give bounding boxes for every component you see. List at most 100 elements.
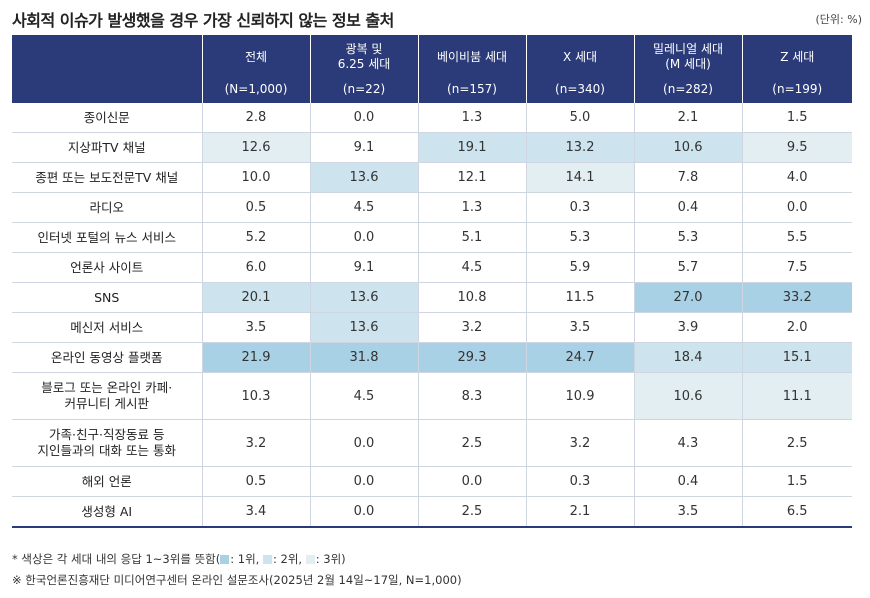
value-cell: 4.5 <box>309 192 418 223</box>
value-cell: 13.6 <box>309 312 418 343</box>
value-cell: 11.1 <box>741 372 852 420</box>
source-note: ※ 한국언론진흥재단 미디어연구센터 온라인 설문조사(2025년 2월 14일… <box>12 573 462 587</box>
value-cell: 5.3 <box>525 222 634 253</box>
table-row: 종편 또는 보도전문TV 채널 10.0 13.6 12.1 14.1 7.8 4.0 <box>12 162 852 193</box>
header-row: 전체 (N=1,000) 광복 및 6.25 세대 (n=22) 베이비붐 세대 (n=1… <box>12 35 852 103</box>
value-cell: 21.9 <box>201 342 310 373</box>
value-cell: 0.3 <box>525 466 634 497</box>
value-cell: 4.0 <box>741 162 852 193</box>
value-cell: 0.0 <box>309 419 418 467</box>
value-cell: 1.3 <box>417 192 526 223</box>
table-row: 온라인 동영상 플랫폼 21.9 31.8 29.3 24.7 18.4 15.1 <box>12 342 852 373</box>
value-cell: 6.0 <box>201 252 310 283</box>
value-cell: 10.0 <box>201 162 310 193</box>
column-name: X 세대 <box>562 49 598 64</box>
value-cell: 1.5 <box>741 103 852 133</box>
data-table: 전체 (N=1,000) 광복 및 6.25 세대 (n=22) 베이비붐 세대 (n=1… <box>12 35 852 528</box>
value-cell: 14.1 <box>525 162 634 193</box>
value-cell: 5.3 <box>633 222 742 253</box>
value-cell: 2.5 <box>417 419 526 467</box>
row-label: 언론사 사이트 <box>12 252 202 283</box>
value-cell: 5.5 <box>741 222 852 253</box>
value-cell: 0.0 <box>417 466 526 497</box>
legend-prefix: * 색상은 각 세대 내의 응답 1~3위를 뜻함( <box>12 552 221 566</box>
value-cell: 10.8 <box>417 282 526 313</box>
table-row: 언론사 사이트 6.0 9.1 4.5 5.9 5.7 7.5 <box>12 252 852 283</box>
value-cell: 0.0 <box>741 192 852 223</box>
value-cell: 11.5 <box>525 282 634 313</box>
legend-rank3: : 3위) <box>315 552 346 566</box>
value-cell: 4.3 <box>633 419 742 467</box>
column-name: 베이비붐 세대 <box>436 49 508 64</box>
value-cell: 9.5 <box>741 132 852 163</box>
value-cell: 4.5 <box>417 252 526 283</box>
column-sample-size: (n=157) <box>447 82 497 96</box>
column-name: 밀레니얼 세대 (M 세대) <box>652 42 724 71</box>
table-header: 전체 (N=1,000) 광복 및 6.25 세대 (n=22) 베이비붐 세대 (n=1… <box>12 35 852 103</box>
value-cell: 0.4 <box>633 466 742 497</box>
value-cell: 5.0 <box>525 103 634 133</box>
value-cell: 33.2 <box>741 282 852 313</box>
value-cell: 29.3 <box>417 342 526 373</box>
value-cell: 9.1 <box>309 132 418 163</box>
table-row: 라디오 0.5 4.5 1.3 0.3 0.4 0.0 <box>12 192 852 223</box>
row-label: 종이신문 <box>12 103 202 133</box>
legend-rank2: : 2위, <box>272 552 306 566</box>
value-cell: 2.5 <box>417 496 526 528</box>
value-cell: 10.6 <box>633 372 742 420</box>
value-cell: 3.2 <box>417 312 526 343</box>
row-label: 해외 언론 <box>12 466 202 497</box>
column-sample-size: (N=1,000) <box>224 82 288 96</box>
rank2-swatch <box>262 555 272 564</box>
table-row: 해외 언론 0.5 0.0 0.0 0.3 0.4 1.5 <box>12 466 852 497</box>
value-cell: 2.1 <box>525 496 634 528</box>
value-cell: 2.8 <box>201 103 310 133</box>
value-cell: 5.1 <box>417 222 526 253</box>
value-cell: 20.1 <box>201 282 310 313</box>
value-cell: 0.0 <box>309 103 418 133</box>
legend-rank1: : 1위, <box>230 552 263 566</box>
column-header: 베이비붐 세대 (n=157) <box>417 35 526 103</box>
row-label: 인터넷 포털의 뉴스 서비스 <box>12 222 202 253</box>
value-cell: 3.2 <box>525 419 634 467</box>
value-cell: 31.8 <box>309 342 418 373</box>
value-cell: 3.4 <box>201 496 310 528</box>
row-label: 가족·친구·직장동료 등 지인들과의 대화 또는 통화 <box>12 419 202 467</box>
value-cell: 19.1 <box>417 132 526 163</box>
row-label: 블로그 또는 온라인 카페· 커뮤니티 게시판 <box>12 372 202 420</box>
value-cell: 10.3 <box>201 372 310 420</box>
value-cell: 8.3 <box>417 372 526 420</box>
column-header: 전체 (N=1,000) <box>201 35 310 103</box>
value-cell: 2.1 <box>633 103 742 133</box>
value-cell: 7.5 <box>741 252 852 283</box>
value-cell: 7.8 <box>633 162 742 193</box>
row-label: 온라인 동영상 플랫폼 <box>12 342 202 373</box>
rank3-swatch <box>305 555 315 564</box>
value-cell: 3.9 <box>633 312 742 343</box>
value-cell: 2.5 <box>741 419 852 467</box>
value-cell: 18.4 <box>633 342 742 373</box>
value-cell: 3.5 <box>525 312 634 343</box>
value-cell: 24.7 <box>525 342 634 373</box>
column-name: 광복 및 6.25 세대 <box>337 42 391 71</box>
title-row: 사회적 이슈가 발생했을 경우 가장 신뢰하지 않는 정보 출처 (단위: %) <box>12 7 862 30</box>
column-header: 밀레니얼 세대 (M 세대) (n=282) <box>633 35 742 103</box>
unit-label: (단위: %) <box>815 13 862 26</box>
value-cell: 6.5 <box>741 496 852 528</box>
value-cell: 3.5 <box>201 312 310 343</box>
table-row: 생성형 AI 3.4 0.0 2.5 2.1 3.5 6.5 <box>12 496 852 528</box>
value-cell: 12.6 <box>201 132 310 163</box>
table-row: 지상파TV 채널 12.6 9.1 19.1 13.2 10.6 9.5 <box>12 132 852 163</box>
value-cell: 27.0 <box>633 282 742 313</box>
value-cell: 10.9 <box>525 372 634 420</box>
notes: * 색상은 각 세대 내의 응답 1~3위를 뜻함( : 1위, : 2위, : … <box>12 549 462 591</box>
header-corner <box>12 35 202 103</box>
column-name: 전체 <box>244 49 268 64</box>
value-cell: 1.3 <box>417 103 526 133</box>
table-row: 블로그 또는 온라인 카페· 커뮤니티 게시판 10.3 4.5 8.3 10.9 10.… <box>12 372 852 420</box>
column-sample-size: (n=22) <box>342 82 386 96</box>
column-header: X 세대 (n=340) <box>525 35 634 103</box>
row-label: 라디오 <box>12 192 202 223</box>
value-cell: 13.2 <box>525 132 634 163</box>
value-cell: 0.5 <box>201 466 310 497</box>
